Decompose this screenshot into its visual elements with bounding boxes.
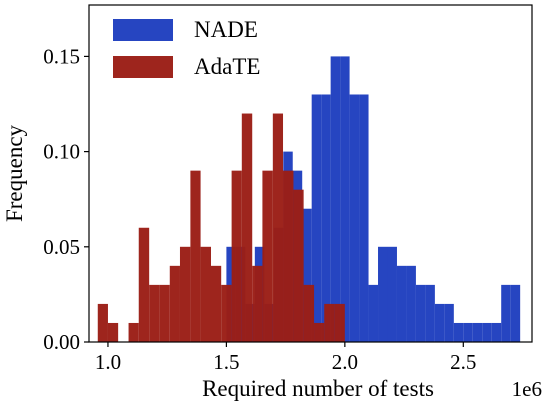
adate-bar bbox=[324, 303, 335, 342]
nade-legend-swatch bbox=[113, 19, 173, 41]
nade-bar bbox=[406, 265, 416, 342]
nade-bar bbox=[302, 208, 312, 342]
x-tick-label: 1.0 bbox=[95, 350, 121, 374]
adate-bar bbox=[169, 265, 180, 342]
adate-bar bbox=[179, 246, 191, 342]
y-tick-label: 0.10 bbox=[43, 140, 80, 164]
adate-bar bbox=[262, 170, 273, 342]
nade-bar bbox=[321, 94, 331, 343]
nade-bar bbox=[482, 322, 492, 342]
axes bbox=[88, 4, 533, 343]
nade-bar bbox=[340, 56, 350, 342]
x-tick-label: 2.0 bbox=[332, 350, 358, 374]
nade-bar bbox=[359, 94, 369, 343]
y-tick-label: 0.00 bbox=[43, 330, 80, 354]
adate-bar bbox=[200, 246, 211, 342]
adate-bar bbox=[107, 322, 119, 342]
y-tick-label: 0.15 bbox=[43, 44, 80, 68]
nade-bar bbox=[501, 284, 511, 342]
adate-bar bbox=[334, 303, 345, 342]
adate-bars bbox=[97, 113, 345, 342]
adate-bar bbox=[190, 170, 201, 342]
adate-bar bbox=[128, 322, 139, 342]
adate-bar bbox=[149, 284, 160, 342]
nade-bar bbox=[444, 303, 454, 342]
ticks: 1.0 1.5 2.0 2.5 0.00 0.05 0.10 0.15 bbox=[43, 44, 476, 374]
adate-bar bbox=[283, 170, 294, 342]
adate-bar bbox=[303, 284, 315, 342]
nade-bar bbox=[472, 322, 483, 342]
adate-bar bbox=[221, 284, 232, 342]
nade-bar bbox=[368, 284, 379, 342]
adate-bar bbox=[138, 227, 150, 342]
nade-bar bbox=[425, 284, 435, 342]
adate-bar bbox=[252, 265, 263, 342]
nade-bar bbox=[378, 246, 388, 342]
nade-bar bbox=[415, 284, 426, 342]
x-axis-title: Required number of tests bbox=[202, 376, 434, 401]
nade-bar bbox=[349, 94, 360, 343]
nade-bar bbox=[510, 284, 521, 342]
plot-frame bbox=[88, 4, 533, 343]
nade-bar bbox=[491, 322, 502, 342]
nade-bar bbox=[453, 322, 464, 342]
y-axis-title: Frequency bbox=[2, 124, 27, 222]
adate-bar bbox=[97, 303, 108, 342]
nade-bar bbox=[434, 303, 445, 342]
nade-bar bbox=[396, 265, 407, 342]
legend: NADE AdaTE bbox=[113, 17, 260, 79]
adate-bar bbox=[159, 284, 170, 342]
nade-bar bbox=[330, 56, 341, 342]
nade-bar bbox=[387, 246, 397, 342]
adate-bar bbox=[231, 170, 242, 342]
nade-bar bbox=[311, 94, 322, 343]
adate-legend-swatch bbox=[113, 56, 173, 78]
x-tick-label: 1.5 bbox=[213, 350, 239, 374]
x-axis-offset-label: 1e6 bbox=[512, 377, 542, 401]
adate-bar bbox=[272, 113, 284, 342]
y-tick-label: 0.05 bbox=[43, 235, 80, 259]
nade-bar bbox=[463, 322, 473, 342]
x-tick-label: 2.5 bbox=[450, 350, 476, 374]
adate-bar bbox=[211, 265, 222, 342]
nade-legend-label: NADE bbox=[194, 17, 258, 42]
adate-bar bbox=[293, 189, 304, 342]
adate-bar bbox=[314, 322, 325, 342]
adate-legend-label: AdaTE bbox=[194, 54, 260, 79]
adate-bar bbox=[241, 113, 253, 342]
